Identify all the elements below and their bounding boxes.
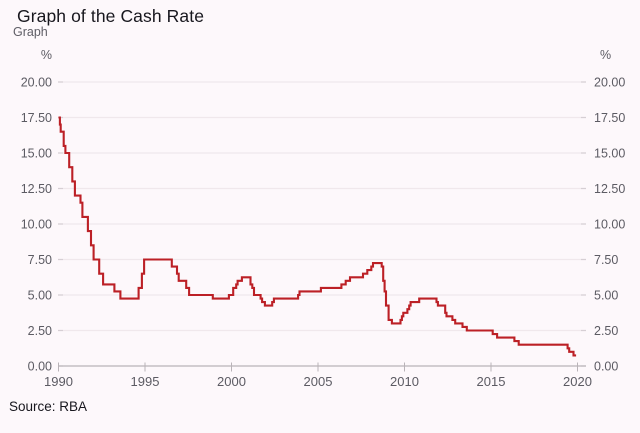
x-axis-label: 2020	[563, 374, 592, 389]
y-axis-label-left: 12.50	[21, 182, 52, 196]
y-axis-label-right: 15.00	[594, 147, 625, 161]
x-axis-label: 2010	[390, 374, 419, 389]
x-axis-label: 2005	[304, 374, 333, 389]
y-axis-label-left: 15.00	[21, 147, 52, 161]
chart-subtitle: Graph	[13, 25, 48, 39]
y-axis-unit-right: %	[600, 48, 611, 62]
y-axis-label-left: 17.50	[21, 111, 52, 125]
x-axis-label: 1990	[44, 374, 73, 389]
y-axis-label-left: 7.50	[28, 253, 52, 267]
y-axis-label-right: 20.00	[594, 76, 625, 90]
y-axis-label-left: 20.00	[21, 76, 52, 90]
y-axis-label-left: 5.00	[28, 289, 52, 303]
y-axis-label-left: 0.00	[28, 360, 52, 374]
cash-rate-step-line	[58, 116, 577, 357]
y-axis-label-left: 2.50	[28, 324, 52, 338]
page-title: Graph of the Cash Rate	[17, 6, 205, 26]
y-axis-label-right: 0.00	[594, 360, 618, 374]
source-label: Source: RBA	[9, 399, 88, 414]
y-axis-unit-left: %	[41, 48, 52, 62]
y-axis-label-right: 12.50	[594, 182, 625, 196]
y-axis-label-right: 2.50	[594, 324, 618, 338]
y-axis-label-right: 17.50	[594, 111, 625, 125]
x-axis-label: 2000	[217, 374, 246, 389]
y-axis-label-left: 10.00	[21, 218, 52, 232]
x-axis-label: 2015	[477, 374, 506, 389]
y-axis-label-right: 7.50	[594, 253, 618, 267]
y-axis-label-right: 5.00	[594, 289, 618, 303]
y-axis-label-right: 10.00	[594, 218, 625, 232]
x-axis-label: 1995	[131, 374, 160, 389]
